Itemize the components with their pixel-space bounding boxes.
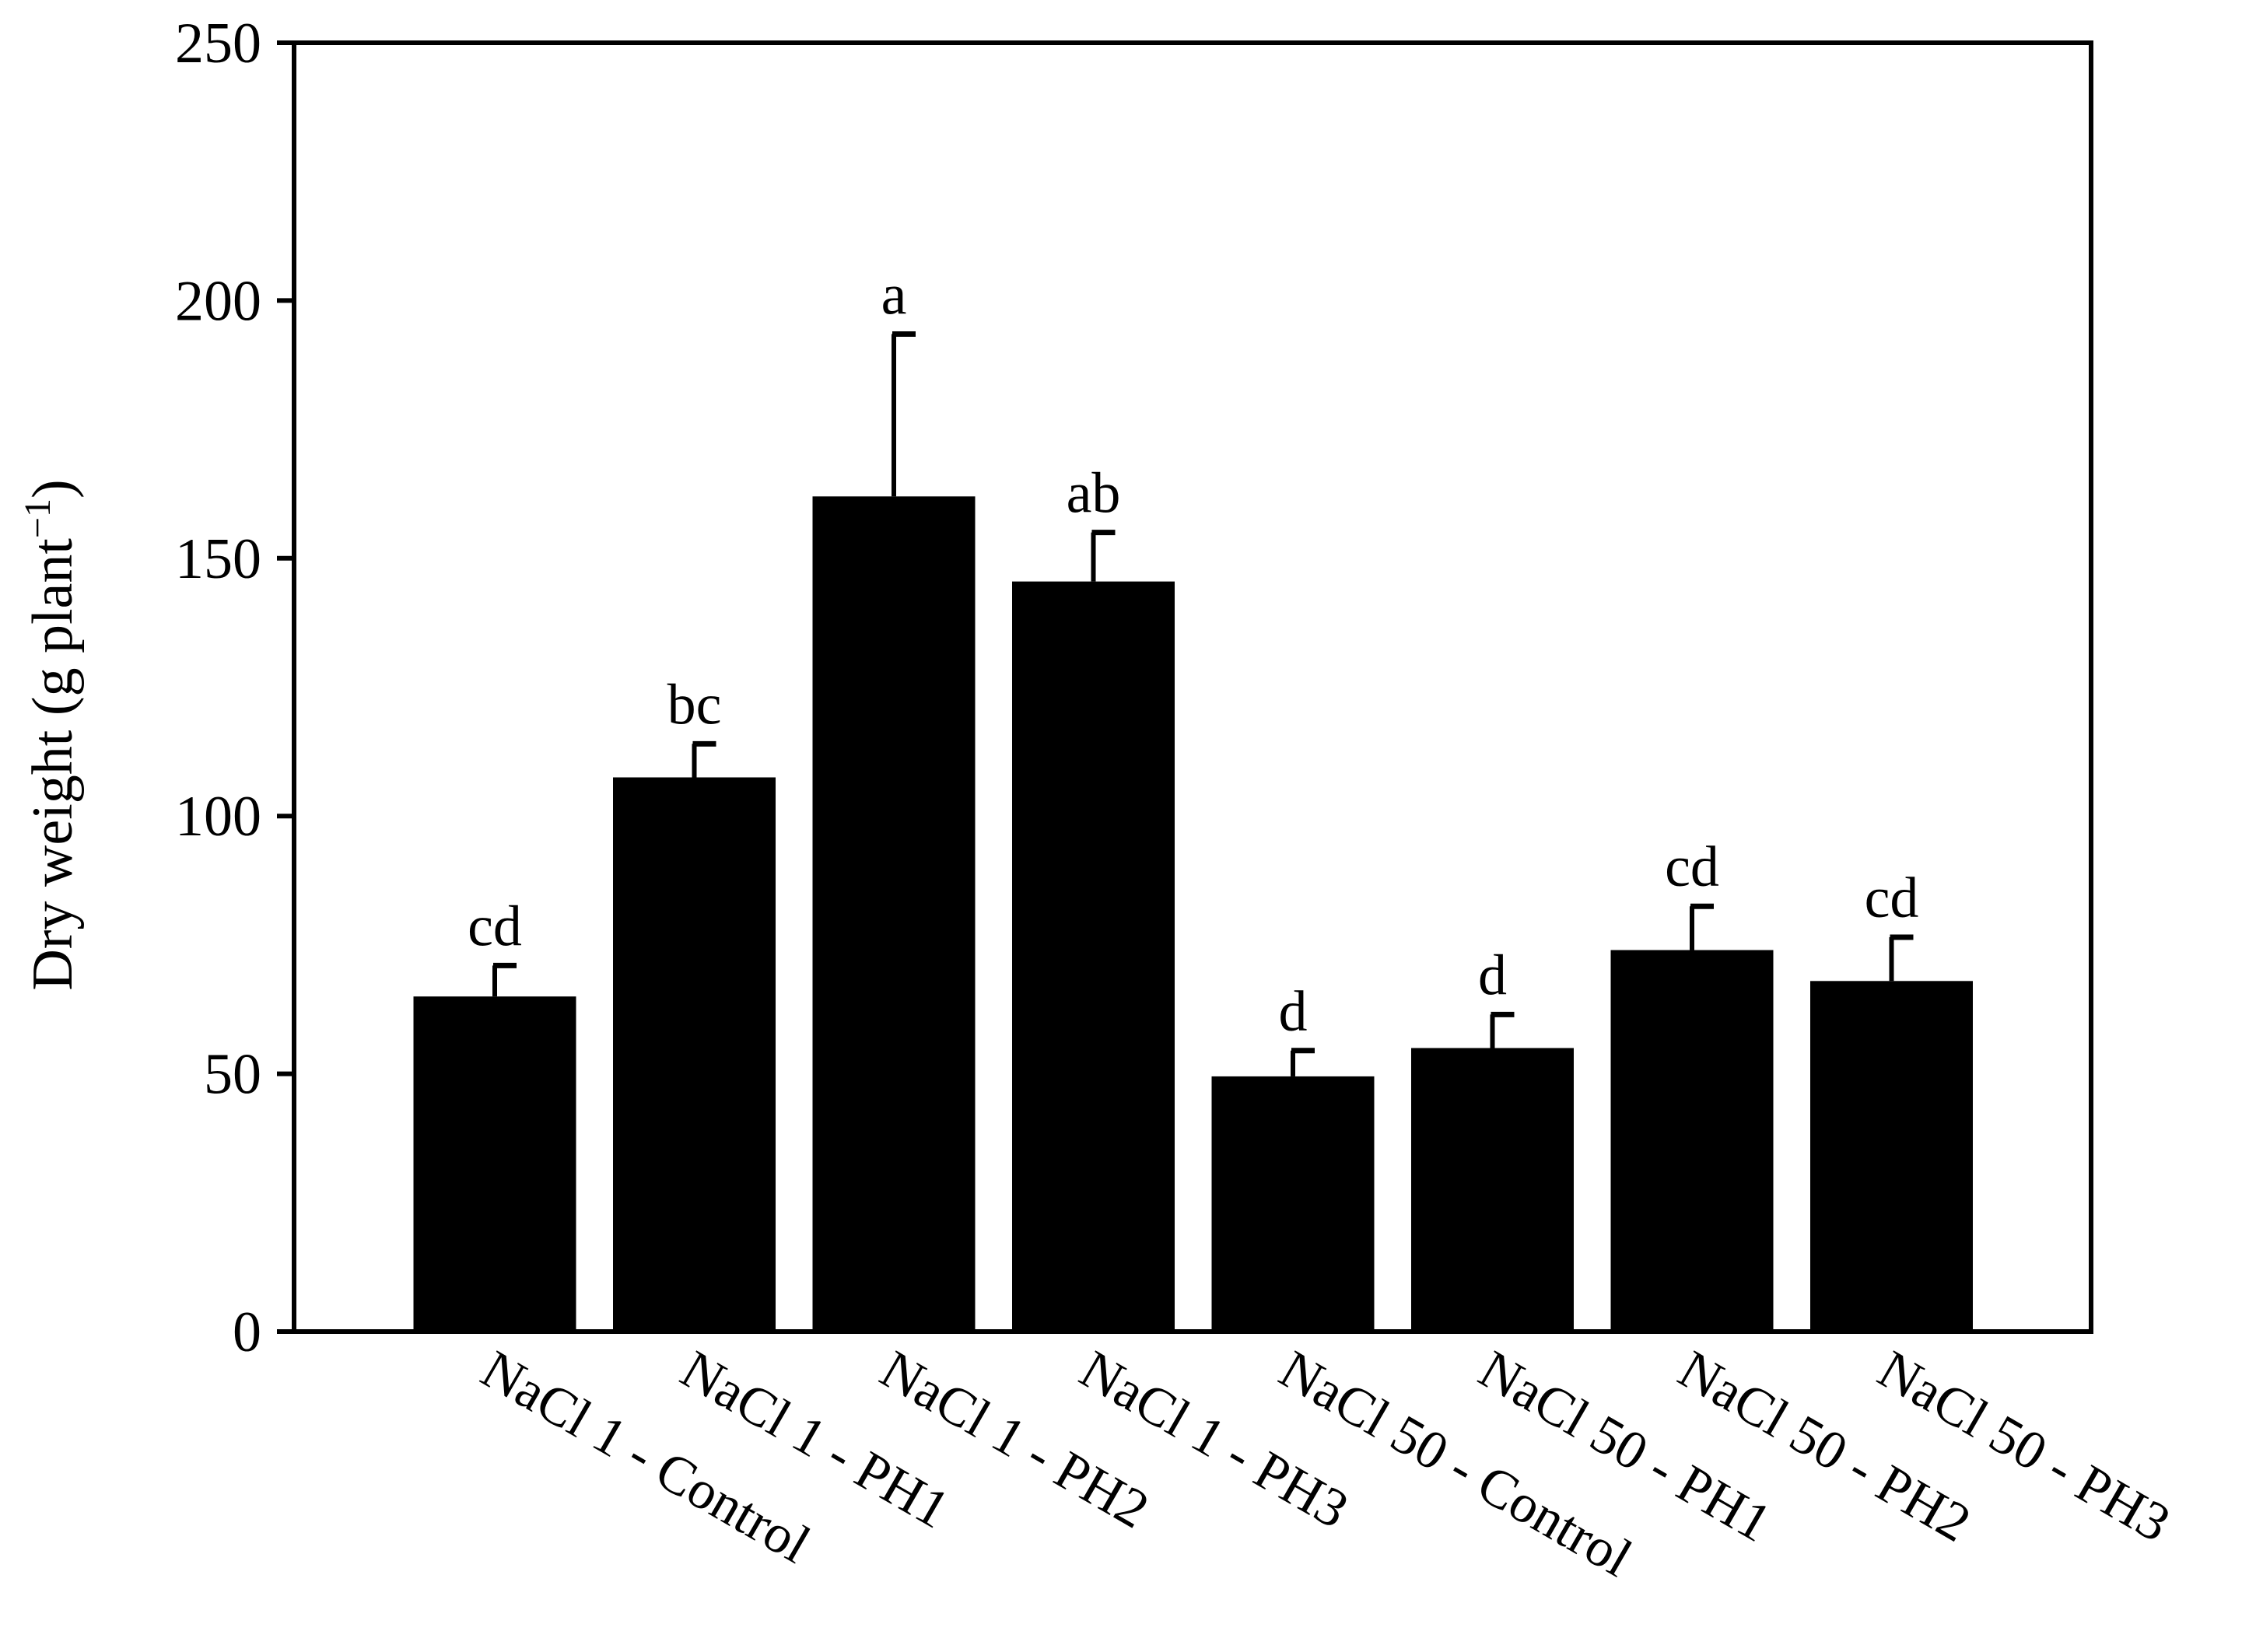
y-axis-title-superscript: −1 xyxy=(17,499,58,538)
significance-label: cd xyxy=(1865,866,1919,930)
y-tick-label: 50 xyxy=(204,1043,261,1107)
significance-label: cd xyxy=(468,894,522,958)
y-axis-title-main: Dry weight (g plant xyxy=(21,538,85,991)
y-tick-label: 100 xyxy=(175,785,261,849)
category-label: NaCl 50 - Control xyxy=(1270,1339,1641,1588)
bar xyxy=(1610,950,1774,1332)
y-axis-title-close: ) xyxy=(21,479,85,499)
bar xyxy=(1211,1076,1375,1332)
plot-frame xyxy=(292,40,2093,1334)
y-tick-label: 150 xyxy=(175,527,261,591)
bar xyxy=(1012,581,1175,1332)
bars-group xyxy=(413,496,1973,1332)
significance-label: d xyxy=(1279,980,1308,1044)
significance-labels-group: cd bc a ab d d cd cd xyxy=(468,263,1918,1043)
y-axis-ticks-group: 0 50 100 150 200 250 xyxy=(175,12,294,1364)
bar xyxy=(613,777,776,1332)
significance-label: cd xyxy=(1665,835,1719,899)
y-tick-label: 0 xyxy=(233,1300,261,1364)
bar xyxy=(812,496,976,1332)
significance-label: a xyxy=(881,263,907,327)
significance-label: d xyxy=(1478,943,1507,1007)
error-bars-group xyxy=(492,331,1914,1076)
bar xyxy=(1810,981,1973,1332)
y-tick-label: 200 xyxy=(175,269,261,333)
category-label: NaCl 1 - Control xyxy=(471,1339,820,1575)
bar xyxy=(1411,1048,1574,1332)
bar xyxy=(413,996,576,1332)
y-axis-title: Dry weight (g plant−1) xyxy=(17,479,85,990)
significance-label: bc xyxy=(667,673,722,737)
y-tick-label: 250 xyxy=(175,12,261,75)
significance-label: ab xyxy=(1067,462,1121,526)
